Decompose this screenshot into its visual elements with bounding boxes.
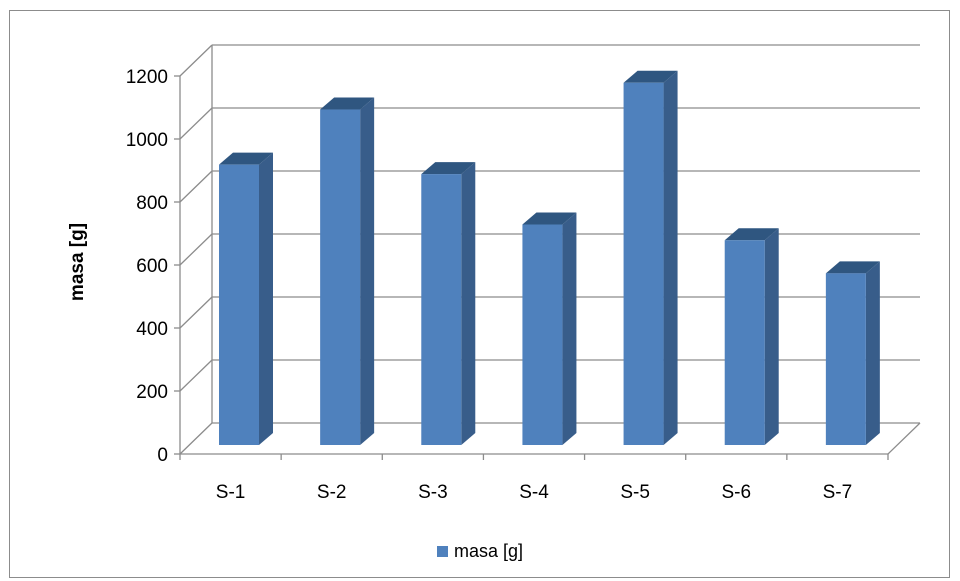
y-tick-label: 600 bbox=[136, 256, 168, 277]
bar-side bbox=[360, 97, 375, 446]
bar-top bbox=[623, 70, 678, 83]
tick-labels: 0 200 400 600 800 1000 1200 S-1 S-2 S-3 S-4 S-5 S-6 S… bbox=[126, 67, 852, 503]
chart-frame bbox=[9, 10, 950, 578]
x-tick-label: S-7 bbox=[823, 482, 853, 503]
bar-side bbox=[461, 162, 476, 445]
bar-front bbox=[421, 174, 462, 445]
bar bbox=[219, 152, 273, 445]
x-tick-label: S-4 bbox=[519, 482, 549, 503]
bar-top bbox=[522, 212, 577, 225]
bar-front bbox=[219, 164, 259, 445]
bar-side bbox=[259, 152, 273, 445]
y-tick-label: 1000 bbox=[126, 130, 168, 151]
bar bbox=[421, 162, 476, 445]
bar-side bbox=[663, 70, 678, 445]
y-tick-label: 800 bbox=[136, 193, 168, 214]
bar-side bbox=[562, 212, 577, 445]
bar-front bbox=[623, 82, 664, 445]
bar-top bbox=[421, 162, 476, 175]
bar bbox=[522, 212, 577, 445]
bar bbox=[825, 261, 880, 445]
axes bbox=[174, 75, 921, 460]
x-tick-label: S-1 bbox=[216, 482, 246, 503]
bar-side bbox=[865, 261, 880, 445]
bar-front bbox=[724, 240, 765, 445]
bar-top bbox=[219, 152, 273, 165]
bar-front bbox=[522, 224, 563, 445]
legend-swatch bbox=[437, 545, 448, 557]
bar-top bbox=[320, 97, 375, 110]
y-tick-label: 0 bbox=[157, 445, 168, 466]
bar-front bbox=[320, 109, 361, 446]
bar-front bbox=[825, 273, 866, 445]
bar-top bbox=[825, 261, 880, 274]
x-tick-label: S-2 bbox=[317, 482, 347, 503]
legend: masa [g] bbox=[437, 539, 523, 563]
bars bbox=[219, 70, 880, 446]
legend-label: masa [g] bbox=[454, 540, 524, 561]
y-tick-label: 1200 bbox=[126, 67, 168, 88]
y-axis-label: masa [g] bbox=[67, 223, 88, 301]
bar-top bbox=[724, 228, 779, 241]
bar-side bbox=[764, 228, 779, 445]
x-tick-label: S-5 bbox=[620, 482, 650, 503]
y-tick-label: 200 bbox=[136, 382, 168, 403]
x-tick-label: S-3 bbox=[418, 482, 448, 503]
bar bbox=[320, 97, 375, 446]
y-tick-label: 400 bbox=[136, 319, 168, 340]
bar bbox=[724, 228, 779, 445]
bar bbox=[623, 70, 678, 445]
x-tick-label: S-6 bbox=[721, 482, 751, 503]
